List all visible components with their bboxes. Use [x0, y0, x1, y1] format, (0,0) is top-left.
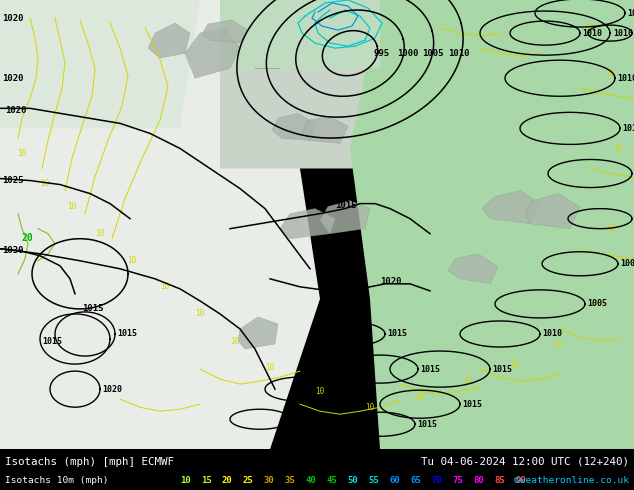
Text: 1010: 1010 [337, 385, 357, 393]
Text: 1010: 1010 [582, 28, 602, 38]
Polygon shape [0, 0, 200, 128]
Text: 10: 10 [365, 403, 375, 412]
Text: 75: 75 [453, 476, 463, 485]
Text: ©weatheronline.co.uk: ©weatheronline.co.uk [514, 476, 629, 485]
Polygon shape [482, 191, 540, 223]
Text: 10: 10 [553, 340, 562, 348]
Text: 1015: 1015 [82, 304, 103, 314]
Text: 10: 10 [607, 224, 617, 233]
Text: 1020: 1020 [2, 14, 23, 23]
Text: 10: 10 [593, 299, 603, 308]
Text: 1010: 1010 [617, 74, 634, 83]
Text: Tu 04-06-2024 12:00 UTC (12+240): Tu 04-06-2024 12:00 UTC (12+240) [421, 457, 629, 466]
Text: 40: 40 [306, 476, 316, 485]
Text: 15: 15 [201, 476, 212, 485]
Polygon shape [302, 116, 348, 144]
Text: 1015: 1015 [420, 365, 440, 373]
Text: 10: 10 [17, 149, 27, 158]
Text: 10: 10 [463, 377, 472, 386]
Text: 1025: 1025 [2, 176, 23, 185]
Text: 1010: 1010 [542, 329, 562, 339]
Text: Isotachs (mph) [mph] ECMWF: Isotachs (mph) [mph] ECMWF [5, 457, 174, 466]
Text: 1015: 1015 [335, 201, 356, 210]
Text: 1015: 1015 [117, 329, 137, 339]
Text: 10: 10 [585, 24, 595, 32]
Text: 10: 10 [230, 337, 240, 345]
Polygon shape [320, 200, 370, 234]
Text: 1010: 1010 [448, 49, 469, 58]
Text: 10: 10 [510, 360, 520, 368]
Text: 25: 25 [243, 476, 254, 485]
Text: 10: 10 [613, 144, 623, 153]
Text: 45: 45 [327, 476, 337, 485]
Text: 1030: 1030 [2, 246, 23, 255]
Text: 10: 10 [67, 202, 77, 211]
Text: 1020: 1020 [5, 106, 27, 115]
Text: 80: 80 [474, 476, 484, 485]
Text: 10: 10 [415, 392, 425, 402]
Text: 10: 10 [160, 282, 170, 292]
Polygon shape [202, 20, 248, 43]
Polygon shape [448, 254, 498, 284]
Polygon shape [350, 0, 634, 449]
Text: 1015: 1015 [622, 124, 634, 133]
Text: 10: 10 [95, 229, 105, 238]
Text: 1010: 1010 [292, 415, 312, 424]
Text: 35: 35 [285, 476, 295, 485]
Polygon shape [220, 0, 400, 169]
Text: 30: 30 [264, 476, 275, 485]
Polygon shape [280, 209, 335, 239]
Text: 20: 20 [222, 476, 233, 485]
Polygon shape [0, 0, 320, 449]
Text: 10: 10 [195, 309, 205, 318]
Text: 55: 55 [369, 476, 380, 485]
Polygon shape [148, 23, 190, 58]
Text: 10: 10 [266, 363, 275, 371]
Text: 1015: 1015 [492, 365, 512, 373]
Text: 1010: 1010 [627, 8, 634, 18]
Text: 1015: 1015 [42, 337, 62, 345]
Text: 1005: 1005 [587, 299, 607, 308]
Text: Isotachs 10m (mph): Isotachs 10m (mph) [5, 476, 108, 485]
Text: 10: 10 [180, 476, 190, 485]
Polygon shape [272, 113, 315, 141]
Text: 10: 10 [605, 69, 614, 78]
Text: 1020: 1020 [380, 277, 401, 286]
Polygon shape [525, 194, 580, 229]
Text: 1015: 1015 [462, 400, 482, 409]
Text: 85: 85 [495, 476, 505, 485]
Text: 1015: 1015 [417, 420, 437, 429]
Text: 1020: 1020 [2, 74, 23, 83]
Text: 1010: 1010 [633, 28, 634, 38]
Text: 10: 10 [315, 387, 325, 395]
Text: 10: 10 [41, 179, 49, 188]
Text: 10: 10 [127, 256, 136, 265]
Text: 65: 65 [411, 476, 422, 485]
Text: 50: 50 [348, 476, 358, 485]
Text: 1005: 1005 [422, 49, 444, 58]
Text: 90: 90 [516, 476, 526, 485]
Text: 1010: 1010 [613, 28, 633, 38]
Text: 995: 995 [374, 49, 390, 58]
Text: 20: 20 [22, 233, 34, 243]
Text: 70: 70 [432, 476, 443, 485]
Text: 1015: 1015 [387, 329, 407, 339]
Text: 1000: 1000 [397, 49, 418, 58]
Text: 60: 60 [390, 476, 401, 485]
Polygon shape [238, 317, 278, 349]
Text: 1005: 1005 [620, 259, 634, 269]
Text: 1020: 1020 [102, 385, 122, 393]
Polygon shape [185, 28, 240, 78]
Polygon shape [220, 0, 380, 68]
